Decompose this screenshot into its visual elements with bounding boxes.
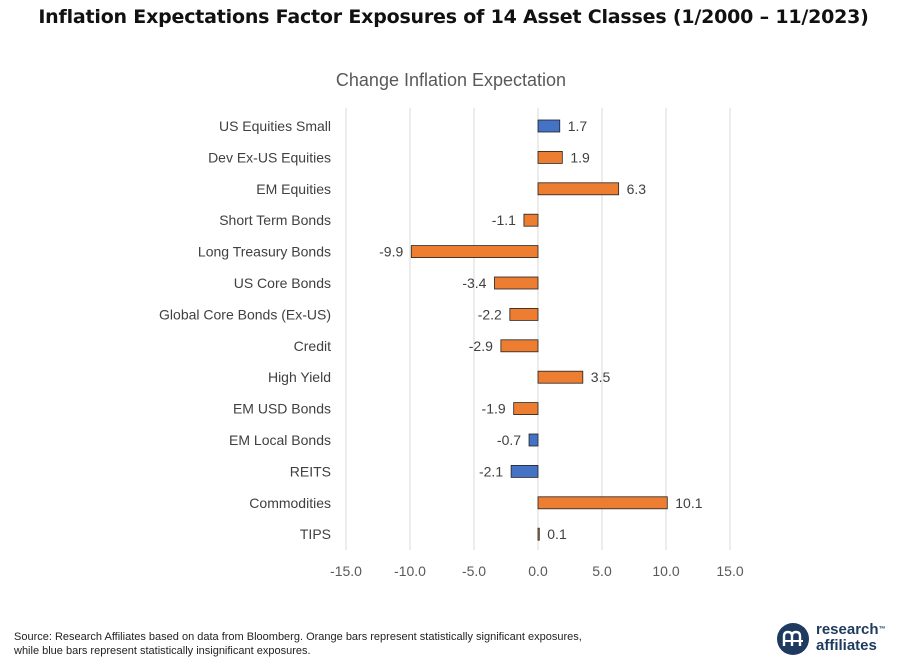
x-tick-label: -15.0 [330, 563, 362, 579]
page-title: Inflation Expectations Factor Exposures … [38, 6, 869, 28]
x-tick-label: 0.0 [528, 563, 548, 579]
category-label: Short Term Bonds [219, 212, 331, 228]
category-label: EM Equities [256, 181, 331, 197]
bar [537, 119, 561, 133]
bar [510, 464, 539, 478]
x-tick-label: 5.0 [592, 563, 612, 579]
data-label: 1.7 [568, 118, 588, 134]
source-note: Source: Research Affiliates based on dat… [14, 630, 654, 658]
bar [537, 370, 584, 384]
labels: Change Inflation Expectation -15.0 -10.0 -5… [159, 70, 744, 579]
category-label: TIPS [300, 526, 331, 542]
data-label: -1.9 [482, 401, 506, 417]
research-affiliates-logo: research™ affiliates [776, 620, 901, 660]
category-label: High Yield [268, 369, 331, 385]
category-label: Commodities [249, 495, 331, 511]
category-label: Long Treasury Bonds [198, 244, 331, 260]
bar [513, 402, 539, 416]
bar [523, 213, 539, 227]
data-label: -3.4 [462, 275, 486, 291]
logo-mark-icon [777, 623, 809, 655]
category-label: Credit [294, 338, 331, 354]
bar [410, 245, 539, 259]
data-label: -1.1 [492, 212, 516, 228]
bar [537, 496, 668, 510]
data-label: -2.9 [469, 338, 493, 354]
logo-trademark: ™ [878, 626, 886, 633]
data-label: -2.1 [479, 463, 503, 479]
bar [509, 307, 539, 321]
category-label: EM USD Bonds [233, 401, 331, 417]
category-label: Dev Ex-US Equities [208, 149, 331, 165]
gridlines [345, 108, 731, 550]
data-label: -0.7 [497, 432, 521, 448]
x-tick-label: -10.0 [394, 563, 426, 579]
data-label: -9.9 [379, 244, 403, 260]
logo-line-2: affiliates [816, 637, 877, 654]
source-line-2: while blue bars represent statistically … [14, 645, 311, 657]
data-label: 1.9 [570, 149, 590, 165]
data-label: 0.1 [547, 526, 567, 542]
x-tick-label: -5.0 [462, 563, 486, 579]
source-line-1: Source: Research Affiliates based on dat… [14, 631, 582, 643]
bars [410, 119, 668, 541]
category-label: REITS [290, 463, 331, 479]
data-label: 3.5 [591, 369, 611, 385]
logo-line-1: research [816, 621, 879, 638]
bar [494, 276, 539, 290]
category-label: US Core Bonds [234, 275, 331, 291]
category-label: EM Local Bonds [229, 432, 331, 448]
bar [537, 527, 540, 541]
data-label: 10.1 [675, 495, 702, 511]
data-label: -2.2 [478, 306, 502, 322]
bar [537, 182, 620, 196]
logo-text: research™ affiliates [816, 622, 886, 654]
data-label: 6.3 [627, 181, 647, 197]
category-label: Global Core Bonds (Ex-US) [159, 306, 331, 322]
bar [537, 150, 563, 164]
category-label: US Equities Small [219, 118, 331, 134]
x-tick-label: 10.0 [652, 563, 679, 579]
x-tick-label: 15.0 [716, 563, 743, 579]
bar [500, 339, 539, 353]
bar [528, 433, 539, 447]
chart-title: Change Inflation Expectation [336, 70, 566, 90]
